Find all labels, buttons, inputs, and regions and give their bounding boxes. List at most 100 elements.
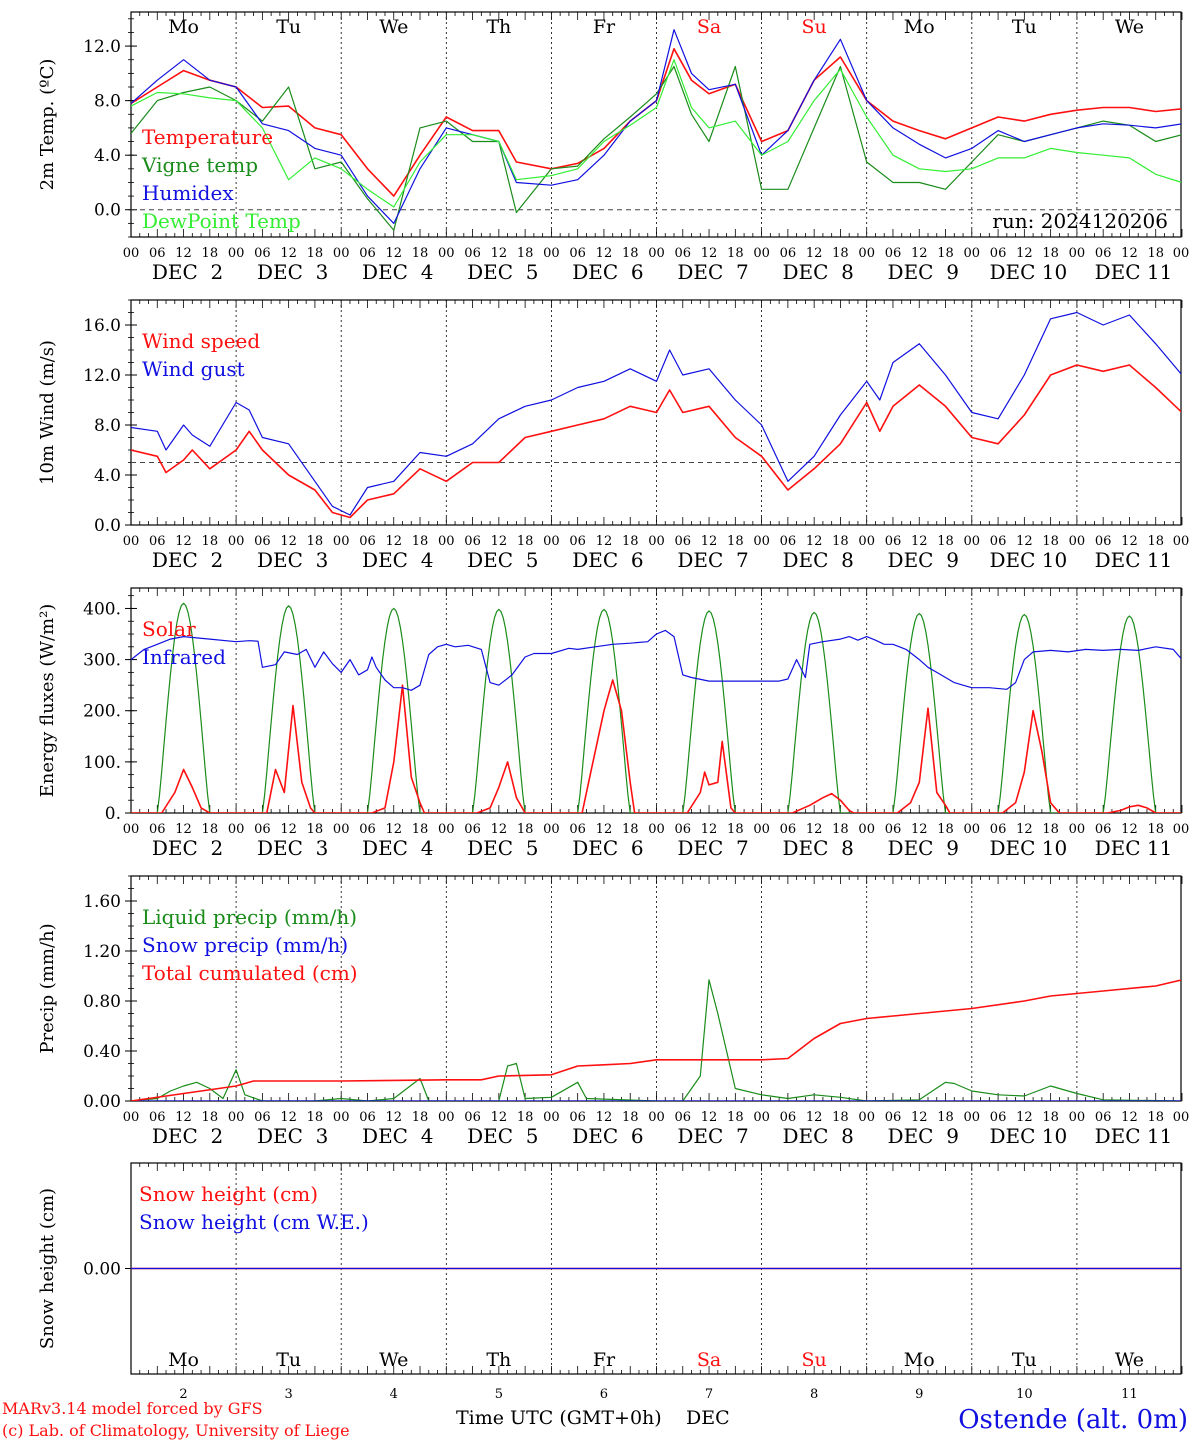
hour-tick-label: 06 <box>149 246 166 261</box>
hour-tick-label: 06 <box>149 822 166 837</box>
station-label: Ostende (alt. 0m) <box>958 1405 1188 1435</box>
hour-tick-label: 18 <box>517 1110 534 1125</box>
day-number-label: 2 <box>179 1387 187 1402</box>
hour-tick-label: 18 <box>937 822 954 837</box>
hour-tick-label: 00 <box>753 822 770 837</box>
y-tick-label: 300. <box>83 651 121 671</box>
hour-tick-label: 06 <box>149 1110 166 1125</box>
hour-tick-label: 18 <box>1042 534 1059 549</box>
hour-tick-label: 00 <box>123 534 140 549</box>
y-tick-label: 4.0 <box>94 146 121 166</box>
hour-tick-label: 06 <box>359 246 376 261</box>
hour-tick-label: 06 <box>1095 534 1112 549</box>
hour-tick-label: 00 <box>438 246 455 261</box>
date-label: DEC 7 <box>677 548 748 572</box>
y-axis-label: Energy fluxes (W/m²) <box>37 604 58 798</box>
series-line-solar <box>131 679 1181 813</box>
hour-tick-label: 12 <box>596 1110 613 1125</box>
date-label: DEC 9 <box>888 260 959 284</box>
panel-energy: 0. 100. 200. 300. 400. Energy fluxes (W/m²) So… <box>37 587 1190 860</box>
y-tick-label: 16.0 <box>83 316 121 336</box>
hour-tick-label: 00 <box>543 822 560 837</box>
hour-tick-label: 00 <box>438 1110 455 1125</box>
hour-tick-label: 18 <box>307 822 324 837</box>
model-credit: MARv3.14 model forced by GFS <box>2 1399 263 1418</box>
hour-tick-label: 00 <box>1173 822 1190 837</box>
hour-tick-label: 18 <box>202 1110 219 1125</box>
y-tick-label: 100. <box>83 753 121 773</box>
date-label: DEC 4 <box>362 1124 433 1148</box>
y-tick-label: 0.40 <box>83 1042 121 1062</box>
hour-tick-label: 06 <box>885 534 902 549</box>
y-tick-label: 0.80 <box>83 992 121 1012</box>
hour-tick-label: 00 <box>964 246 981 261</box>
hour-tick-label: 12 <box>596 822 613 837</box>
hour-tick-label: 18 <box>412 1110 429 1125</box>
hour-tick-label: 00 <box>1069 822 1086 837</box>
hour-tick-label: 06 <box>359 534 376 549</box>
hour-tick-label: 00 <box>648 246 665 261</box>
hour-tick-label: 00 <box>964 1110 981 1125</box>
date-label: DEC 6 <box>572 1124 643 1148</box>
plot-frame <box>130 587 1182 814</box>
hour-tick-label: 06 <box>675 534 692 549</box>
day-number-label: 6 <box>600 1387 608 1402</box>
hour-tick-label: 00 <box>123 246 140 261</box>
date-label: DEC 8 <box>782 260 853 284</box>
hour-tick-label: 12 <box>806 1110 823 1125</box>
weekday-label-bottom: Sa <box>697 1349 721 1371</box>
legend-entry: Temperature <box>142 125 273 149</box>
hour-tick-label: 00 <box>1173 1110 1190 1125</box>
hour-tick-label: 12 <box>1016 534 1033 549</box>
legend-entry: Infrared <box>142 645 226 669</box>
y-tick-label: 1.20 <box>83 942 121 962</box>
hour-tick-label: 00 <box>648 822 665 837</box>
hour-tick-label: 18 <box>727 246 744 261</box>
y-tick-label: 8.0 <box>94 92 121 112</box>
y-tick-label: 12.0 <box>83 366 121 386</box>
x-axis-title: Time UTC (GMT+0h) <box>456 1407 662 1429</box>
hour-tick-label: 06 <box>885 822 902 837</box>
date-label: DEC 3 <box>257 1124 328 1148</box>
hour-tick-label: 12 <box>175 1110 192 1125</box>
hour-tick-label: 12 <box>491 1110 508 1125</box>
y-tick-label: 200. <box>83 702 121 722</box>
hour-tick-label: 18 <box>832 822 849 837</box>
hour-tick-label: 18 <box>307 246 324 261</box>
hour-tick-label: 12 <box>175 534 192 549</box>
date-label: DEC 2 <box>152 836 223 860</box>
hour-tick-label: 12 <box>491 822 508 837</box>
hour-tick-label: 06 <box>464 534 481 549</box>
hour-tick-label: 12 <box>1121 822 1138 837</box>
hour-tick-label: 06 <box>464 1110 481 1125</box>
y-tick-label: 0.0 <box>94 516 121 536</box>
hour-tick-label: 12 <box>701 534 718 549</box>
legend-entry: Snow height (cm W.E.) <box>139 1210 369 1234</box>
weekday-label-top: Mo <box>904 16 935 38</box>
date-label: DEC 11 <box>1095 836 1173 860</box>
hour-tick-label: 18 <box>517 246 534 261</box>
hour-tick-label: 00 <box>543 246 560 261</box>
hour-tick-label: 12 <box>911 822 928 837</box>
legend-entry: DewPoint Temp <box>142 209 301 233</box>
date-label: DEC 6 <box>572 548 643 572</box>
weekday-label-bottom: We <box>379 1349 408 1371</box>
date-label: DEC 2 <box>152 548 223 572</box>
hour-tick-label: 12 <box>280 822 297 837</box>
hour-tick-label: 18 <box>412 534 429 549</box>
day-number-label: 8 <box>810 1387 818 1402</box>
date-label: DEC 4 <box>362 260 433 284</box>
hour-tick-label: 06 <box>675 822 692 837</box>
weekday-label-top: Su <box>802 16 827 38</box>
hour-tick-label: 18 <box>412 822 429 837</box>
legend-entry: Wind speed <box>142 329 260 353</box>
hour-tick-label: 00 <box>1069 246 1086 261</box>
weekday-label-top: We <box>379 16 408 38</box>
hour-tick-label: 06 <box>990 534 1007 549</box>
legend-entry: Liquid precip (mm/h) <box>142 905 357 929</box>
hour-tick-label: 18 <box>202 822 219 837</box>
date-label: DEC 10 <box>989 260 1067 284</box>
weekday-label-bottom: We <box>1115 1349 1144 1371</box>
hour-tick-label: 18 <box>832 246 849 261</box>
